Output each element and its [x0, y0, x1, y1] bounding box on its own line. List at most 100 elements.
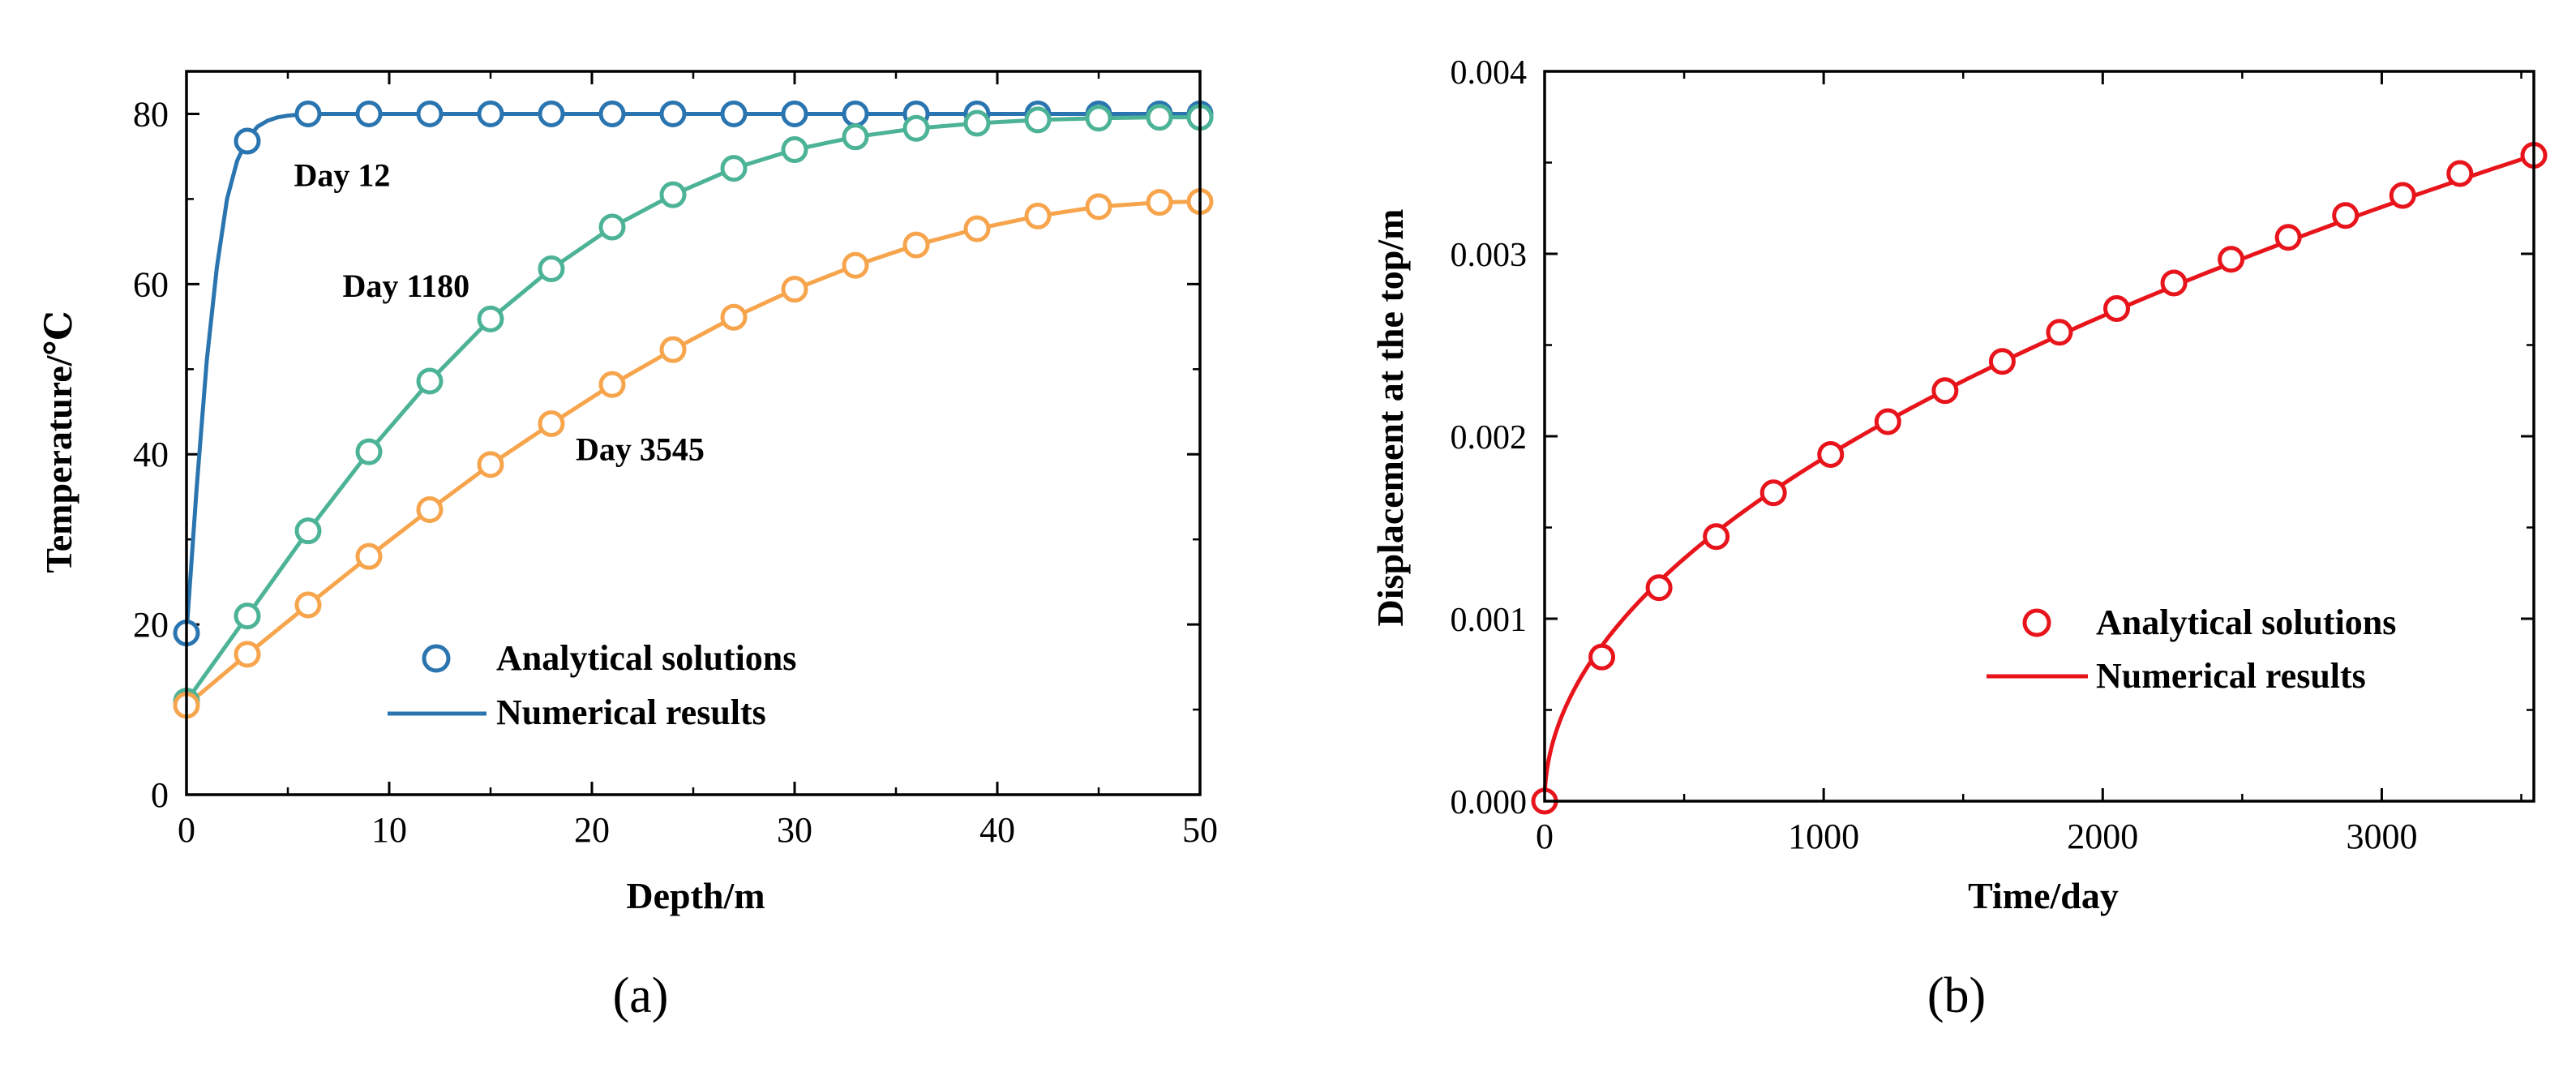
chart-a-data-point	[842, 100, 869, 127]
chart-a-data-point	[355, 542, 383, 570]
chart-b-y-tick-label: 0.002	[1451, 419, 1528, 457]
chart-a-data-point	[416, 100, 444, 127]
chart-a: Depth/m Temperature/℃ (a) 0 10 20 30 40 50 0 20…	[38, 70, 1218, 1023]
chart-a-legend-marker	[422, 644, 451, 673]
chart-a-data-point	[781, 100, 808, 127]
chart-a-data-point	[1024, 202, 1052, 229]
chart-b-data-point	[2103, 295, 2131, 322]
chart-a-data-point	[416, 367, 444, 395]
chart-a-annotation: Day 12	[294, 157, 391, 194]
chart-a-x-tick-label: 0	[178, 810, 195, 850]
chart-a-data-point	[1085, 105, 1112, 132]
chart-a-data-point	[538, 410, 565, 437]
chart-b-x-tick-label: 1000	[1788, 817, 1859, 856]
chart-a-data-point	[598, 213, 626, 241]
chart-a-x-tick-label: 50	[1182, 810, 1218, 850]
chart-a-data-point	[720, 155, 748, 182]
chart-b-legend-label: Numerical results	[2096, 656, 2366, 696]
chart-a-data-point	[842, 251, 869, 279]
chart-a-data-point	[234, 127, 261, 155]
chart-b-legend-label: Analytical solutions	[2096, 602, 2396, 642]
chart-a-data-point	[598, 371, 626, 398]
chart-a-data-point	[538, 100, 565, 127]
chart-a-y-tick-label: 60	[133, 264, 169, 304]
chart-a-plot-frame	[185, 70, 1202, 796]
chart-b-x-tick-label: 2000	[2067, 817, 2138, 856]
chart-a-y-tick-label: 0	[151, 775, 169, 815]
chart-a-y-axis-label: Temperature/℃	[38, 311, 79, 572]
chart-b-data-point	[1703, 523, 1730, 551]
chart-b-data-point	[1817, 441, 1845, 468]
chart-a-data-point	[1146, 104, 1173, 131]
chart-a-data-point	[659, 336, 687, 363]
chart-a-legend-label: Analytical solutions	[496, 638, 796, 678]
chart-b-data-point	[1645, 574, 1673, 602]
chart-a-data-point	[720, 100, 748, 127]
chart-a-legend-label: Numerical results	[496, 693, 766, 732]
chart-b-x-tick-label: 0	[1536, 817, 1554, 856]
chart-a-data-point	[1146, 189, 1173, 217]
chart-a-y-tick-label: 20	[133, 605, 169, 645]
chart-a-data-point	[659, 181, 687, 208]
chart-a-x-tick-label: 20	[574, 810, 610, 850]
chart-b-y-tick-label: 0.003	[1451, 237, 1528, 274]
chart-a-series-line-day-12	[184, 111, 1200, 633]
chart-a-x-tick-label: 10	[371, 810, 407, 850]
chart-b-y-axis-label: Displacement at the top/m	[1369, 209, 1411, 627]
chart-a-data-point	[355, 100, 383, 127]
chart-a-data-point	[842, 123, 869, 151]
chart-a-data-point	[234, 641, 261, 668]
chart-b-panel-label: (b)	[1927, 968, 1986, 1023]
chart-b-data-point	[1588, 643, 1616, 671]
chart-a-data-point	[720, 303, 748, 331]
chart-a-data-point	[355, 438, 383, 465]
chart-a-annotation: Day 3545	[576, 431, 705, 468]
chart-a-x-tick-label: 40	[979, 810, 1015, 850]
chart-a-data-point	[902, 231, 930, 259]
chart-b-data-point	[2389, 182, 2416, 209]
chart-a-data-point	[1085, 193, 1112, 221]
chart-b-data-point	[1759, 479, 1787, 507]
chart-b-data-point	[1988, 348, 2016, 375]
chart-a-panel-label: (a)	[613, 968, 669, 1023]
chart-a-data-point	[963, 215, 991, 242]
chart-b-x-axis-label: Time/day	[1968, 875, 2119, 916]
chart-a-x-tick-label: 30	[777, 810, 812, 850]
chart-a-data-point	[234, 602, 261, 630]
chart-b-data-point	[2218, 246, 2245, 273]
chart-a-data-point	[1024, 106, 1052, 134]
chart-b-data-point	[2446, 160, 2474, 187]
chart-b-x-tick-label: 3000	[2346, 817, 2417, 856]
chart-a-data-point	[781, 136, 808, 164]
chart-b-legend-marker	[2022, 608, 2051, 637]
chart-b-data-point	[2274, 224, 2302, 251]
chart-a-data-point	[477, 305, 504, 332]
chart-b-y-tick-label: 0.001	[1451, 602, 1528, 639]
chart-b-plot-frame	[1543, 70, 2535, 803]
chart-a-data-point	[477, 100, 504, 127]
chart-a-data-point	[294, 591, 322, 619]
chart-b-data-point	[2160, 269, 2188, 297]
chart-a-data-point	[294, 517, 322, 545]
chart-b-data-point	[2332, 202, 2360, 229]
chart-a-data-point	[294, 100, 322, 127]
chart-a-y-tick-label: 40	[133, 435, 169, 474]
chart-b-y-tick-label: 0.000	[1451, 784, 1528, 821]
chart-a-data-point	[659, 100, 687, 127]
chart-a-data-point	[902, 114, 930, 142]
chart-b-data-point	[2046, 319, 2073, 346]
chart-a-data-point	[963, 109, 991, 137]
chart-b-y-tick-label: 0.004	[1451, 54, 1528, 92]
chart-a-data-point	[781, 276, 808, 303]
chart-b: Time/day Displacement at the top/m (b) 0…	[1369, 54, 2548, 1023]
chart-a-y-tick-label: 80	[133, 94, 169, 134]
chart-a-data-point	[416, 495, 444, 523]
chart-a-data-point	[477, 451, 504, 478]
chart-a-x-axis-label: Depth/m	[626, 875, 765, 916]
chart-a-annotation: Day 1180	[343, 268, 470, 304]
chart-a-data-point	[538, 255, 565, 282]
chart-a-data-point	[598, 100, 626, 127]
chart-b-data-point	[1931, 377, 1959, 405]
